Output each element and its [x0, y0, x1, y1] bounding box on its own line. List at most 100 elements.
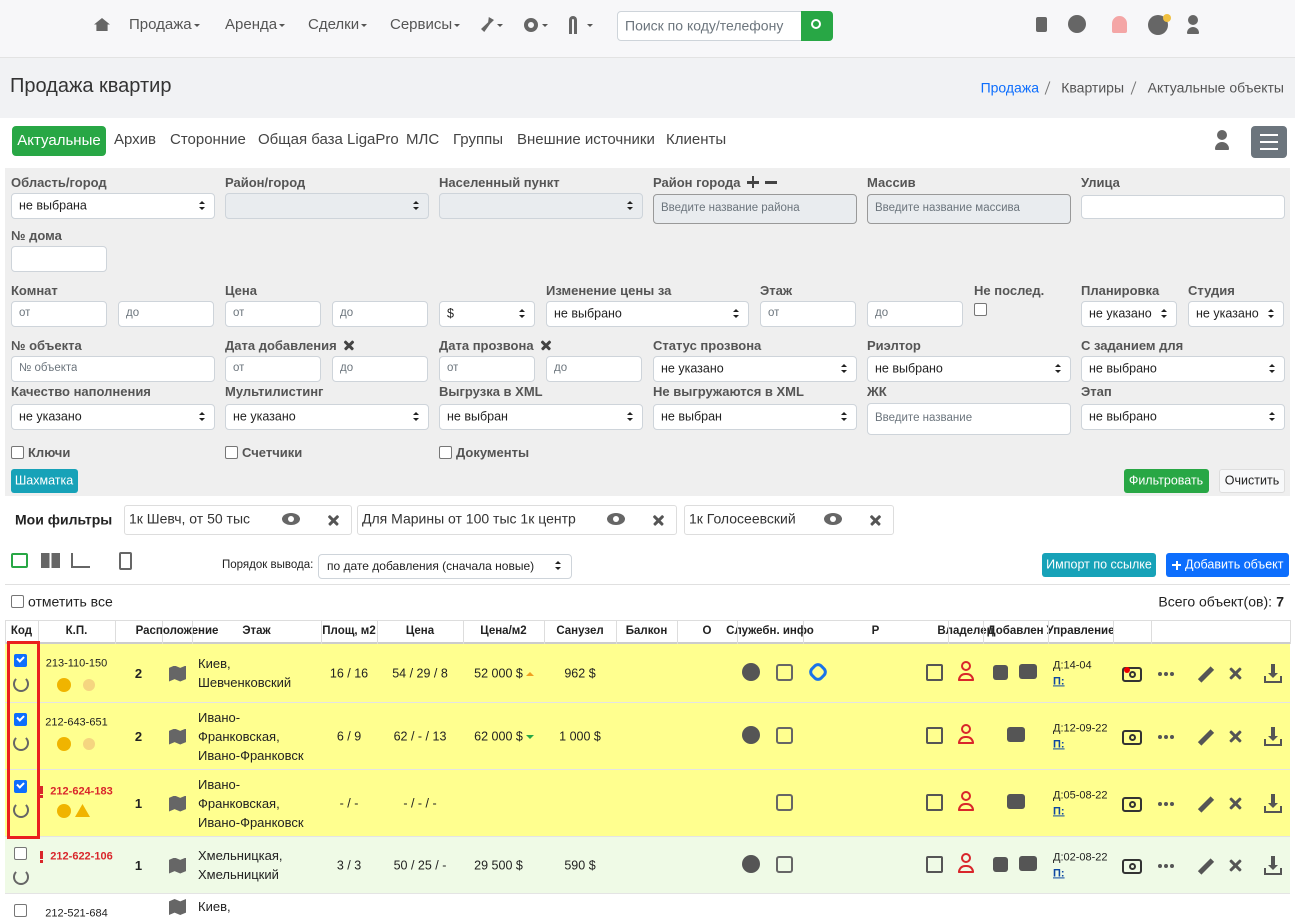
- edit-icon[interactable]: [776, 855, 793, 873]
- select[interactable]: [11, 193, 215, 219]
- input[interactable]: [867, 403, 1071, 435]
- select[interactable]: [653, 404, 857, 430]
- map-icon[interactable]: [169, 857, 186, 874]
- select[interactable]: [1188, 301, 1284, 327]
- map-icon[interactable]: [169, 899, 186, 915]
- import-button[interactable]: [1042, 553, 1156, 577]
- open-icon[interactable]: [926, 663, 943, 681]
- chat-icon[interactable]: [1007, 726, 1025, 742]
- input[interactable]: [332, 301, 428, 327]
- map-icon[interactable]: [169, 665, 186, 682]
- home-icon[interactable]: [94, 18, 110, 31]
- saved-filter[interactable]: [124, 505, 352, 535]
- minus-icon[interactable]: [765, 181, 777, 184]
- called-date[interactable]: П:: [1053, 737, 1065, 750]
- select[interactable]: [439, 404, 643, 430]
- select[interactable]: [867, 356, 1071, 382]
- input[interactable]: [1081, 195, 1285, 219]
- input[interactable]: [653, 194, 857, 224]
- checkbox[interactable]: [11, 446, 24, 459]
- chat-icon[interactable]: [1007, 793, 1025, 809]
- checkbox[interactable]: [14, 654, 27, 667]
- checkbox[interactable]: [14, 713, 27, 726]
- input[interactable]: [867, 194, 1071, 224]
- called-date[interactable]: П:: [1053, 866, 1065, 879]
- select[interactable]: [1081, 301, 1177, 327]
- object-code[interactable]: 212-521-684: [45, 907, 108, 919]
- input[interactable]: [546, 356, 642, 382]
- saved-filter[interactable]: [357, 505, 677, 535]
- tab[interactable]: Клиенты: [666, 131, 727, 148]
- checkbox[interactable]: [225, 446, 238, 459]
- order-select[interactable]: [318, 554, 572, 579]
- help-icon[interactable]: [569, 16, 577, 34]
- chat-icon[interactable]: [1019, 663, 1037, 679]
- open-icon[interactable]: [926, 793, 943, 811]
- input[interactable]: [225, 356, 321, 382]
- chat-icon[interactable]: [1019, 855, 1037, 871]
- checkbox[interactable]: [439, 446, 452, 459]
- tab[interactable]: МЛС: [406, 131, 440, 148]
- chart-icon[interactable]: [71, 553, 90, 568]
- input[interactable]: [11, 356, 215, 382]
- grid-view-icon[interactable]: [41, 553, 60, 568]
- camera-icon[interactable]: [1122, 666, 1142, 682]
- filter-button[interactable]: [1124, 469, 1209, 493]
- tab[interactable]: Группы: [453, 131, 503, 148]
- nav-item[interactable]: Аренда: [225, 16, 278, 33]
- download-icon[interactable]: [1264, 738, 1282, 746]
- nav-item[interactable]: Сервисы: [390, 16, 453, 33]
- input[interactable]: [332, 356, 428, 382]
- input[interactable]: [11, 246, 107, 272]
- map-icon[interactable]: [169, 795, 186, 812]
- select[interactable]: [11, 404, 215, 430]
- checkbox[interactable]: [14, 904, 27, 917]
- select[interactable]: [439, 301, 535, 327]
- download-icon[interactable]: [1264, 805, 1282, 813]
- checkbox[interactable]: [974, 303, 987, 316]
- bell-icon[interactable]: [1112, 16, 1127, 33]
- object-code[interactable]: 212-643-651: [45, 716, 108, 729]
- input[interactable]: [225, 301, 321, 327]
- phone-icon[interactable]: [993, 856, 1008, 872]
- called-date[interactable]: П:: [1053, 804, 1065, 817]
- camera-icon[interactable]: [1122, 729, 1142, 745]
- input[interactable]: [867, 301, 963, 327]
- edit-icon[interactable]: [776, 726, 793, 744]
- input[interactable]: [439, 356, 535, 382]
- camera-icon[interactable]: [1122, 858, 1142, 874]
- select[interactable]: [225, 404, 429, 430]
- nav-item[interactable]: Сделки: [308, 16, 360, 33]
- camera-icon[interactable]: [1122, 796, 1142, 812]
- edit-icon[interactable]: [776, 793, 793, 811]
- edit-icon[interactable]: [776, 663, 793, 681]
- saved-filter[interactable]: [684, 505, 894, 535]
- checkbox[interactable]: [11, 595, 24, 608]
- excel-icon[interactable]: [119, 552, 132, 570]
- tab[interactable]: Актуальные: [17, 132, 101, 149]
- book-icon[interactable]: [1036, 17, 1047, 32]
- input[interactable]: [11, 301, 107, 327]
- select[interactable]: [1081, 404, 1285, 430]
- download-icon[interactable]: [1264, 675, 1282, 683]
- input[interactable]: [118, 301, 214, 327]
- checkbox[interactable]: [14, 847, 27, 860]
- checkbox[interactable]: [14, 780, 27, 793]
- open-icon[interactable]: [926, 726, 943, 744]
- tab[interactable]: Архив: [114, 131, 157, 148]
- tab[interactable]: Сторонние: [170, 131, 246, 148]
- called-date[interactable]: П:: [1053, 674, 1065, 687]
- object-code[interactable]: 213-110-150: [45, 657, 108, 670]
- select[interactable]: [546, 301, 749, 327]
- download-icon[interactable]: [1264, 867, 1282, 875]
- breadcrumb-item[interactable]: Продажа: [980, 79, 1039, 96]
- select[interactable]: [1081, 356, 1285, 382]
- tab-active[interactable]: [12, 126, 106, 156]
- plus-icon[interactable]: [751, 176, 755, 188]
- tab[interactable]: Общая база LigaPro: [258, 131, 399, 148]
- object-code[interactable]: 212-624-183: [50, 785, 113, 798]
- object-code[interactable]: 212-622-106: [50, 850, 113, 863]
- nav-item[interactable]: Продажа: [129, 16, 192, 33]
- map-icon[interactable]: [169, 728, 186, 745]
- chess-button[interactable]: [11, 469, 78, 493]
